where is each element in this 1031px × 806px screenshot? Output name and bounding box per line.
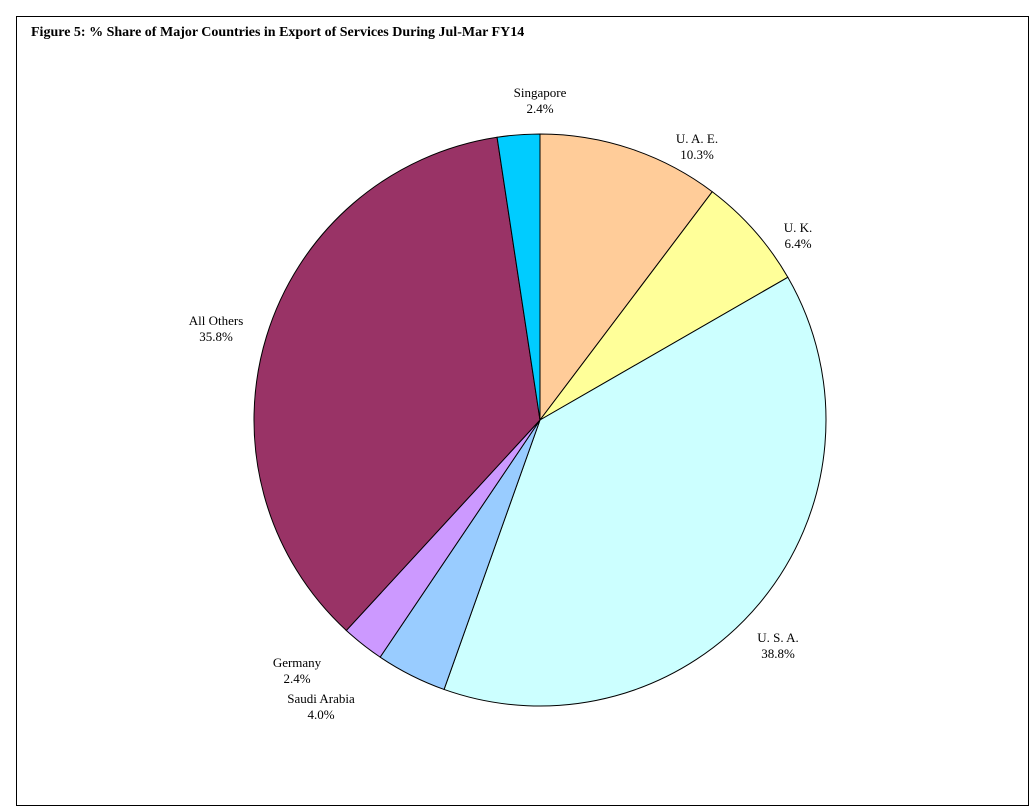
pie-slices bbox=[253, 133, 827, 707]
pie-labels: U. A. E.10.3% U. K.6.4% U. S. A.38.8% Saudi… bbox=[189, 85, 813, 722]
slice-value-u-a-e: 10.3% bbox=[680, 147, 714, 162]
slice-value-germany: 2.4% bbox=[283, 671, 310, 686]
slice-value-singapore: 2.4% bbox=[526, 101, 553, 116]
pie-slice-u-a-e bbox=[539, 133, 713, 422]
slice-label-u-k: U. K. bbox=[784, 220, 813, 235]
slice-label-germany: Germany bbox=[273, 655, 322, 670]
slice-value-u-s-a: 38.8% bbox=[761, 646, 795, 661]
slice-label-all-others: All Others bbox=[189, 313, 244, 328]
slice-label-saudi-arabia: Saudi Arabia bbox=[287, 691, 355, 706]
chart-title: Figure 5: % Share of Major Countries in … bbox=[31, 25, 525, 40]
slice-value-all-others: 35.8% bbox=[199, 329, 233, 344]
slice-value-u-k: 6.4% bbox=[784, 236, 811, 251]
slice-label-u-s-a: U. S. A. bbox=[757, 630, 799, 645]
slice-value-saudi-arabia: 4.0% bbox=[307, 707, 334, 722]
slice-label-singapore: Singapore bbox=[514, 85, 567, 100]
slice-label-u-a-e: U. A. E. bbox=[676, 131, 718, 146]
pie-slice-u-s-a bbox=[443, 276, 827, 707]
pie-slice-singapore bbox=[496, 133, 541, 421]
pie-slice-all-others bbox=[253, 136, 541, 632]
pie-slice-u-k bbox=[539, 191, 789, 421]
